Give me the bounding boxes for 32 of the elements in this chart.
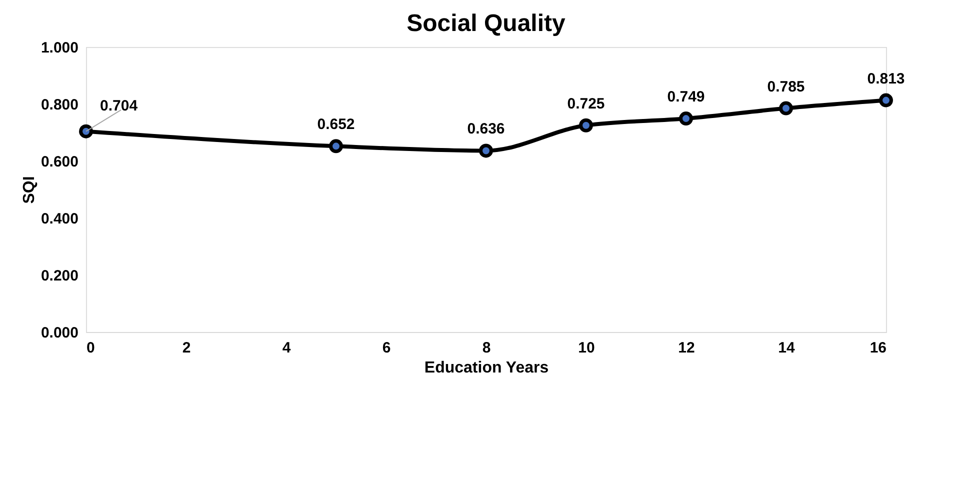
y-tick-label: 0.200 bbox=[40, 268, 78, 284]
data-label: 0.652 bbox=[317, 116, 355, 134]
point bbox=[79, 124, 93, 138]
y-tick-label: 0.400 bbox=[40, 210, 78, 228]
x-tick-label: 16 bbox=[870, 340, 886, 356]
x-tick-label: 8 bbox=[482, 340, 491, 356]
x-tick-label: 10 bbox=[578, 340, 595, 356]
point bbox=[779, 101, 793, 116]
y-tick-label: 1.000 bbox=[40, 40, 78, 56]
data-label: 0.749 bbox=[667, 88, 705, 106]
data-label: 0.785 bbox=[767, 78, 805, 96]
data-label: 0.813 bbox=[867, 70, 905, 88]
x-tick-label: 14 bbox=[778, 340, 796, 356]
x-axis-title: Education Years bbox=[424, 360, 549, 376]
point bbox=[579, 118, 593, 132]
point bbox=[679, 112, 693, 126]
chart-title: Social Quality bbox=[406, 10, 566, 37]
x-tick-label: 2 bbox=[182, 340, 191, 356]
point bbox=[879, 93, 893, 108]
point bbox=[479, 144, 493, 158]
y-tick-label: 0.600 bbox=[40, 154, 78, 170]
y-tick-label: 0.000 bbox=[40, 324, 78, 342]
x-tick-label: 4 bbox=[282, 340, 292, 356]
data-label: 0.725 bbox=[567, 95, 605, 112]
x-tick-label: 0 bbox=[86, 340, 95, 356]
data-label: 0.704 bbox=[100, 97, 138, 114]
y-axis-title: SQI bbox=[20, 176, 38, 204]
point bbox=[329, 139, 343, 154]
data-label: 0.636 bbox=[467, 120, 505, 138]
y-tick-label: 0.800 bbox=[40, 96, 78, 114]
x-tick-label: 6 bbox=[382, 340, 391, 356]
x-tick-label: 12 bbox=[678, 340, 695, 356]
